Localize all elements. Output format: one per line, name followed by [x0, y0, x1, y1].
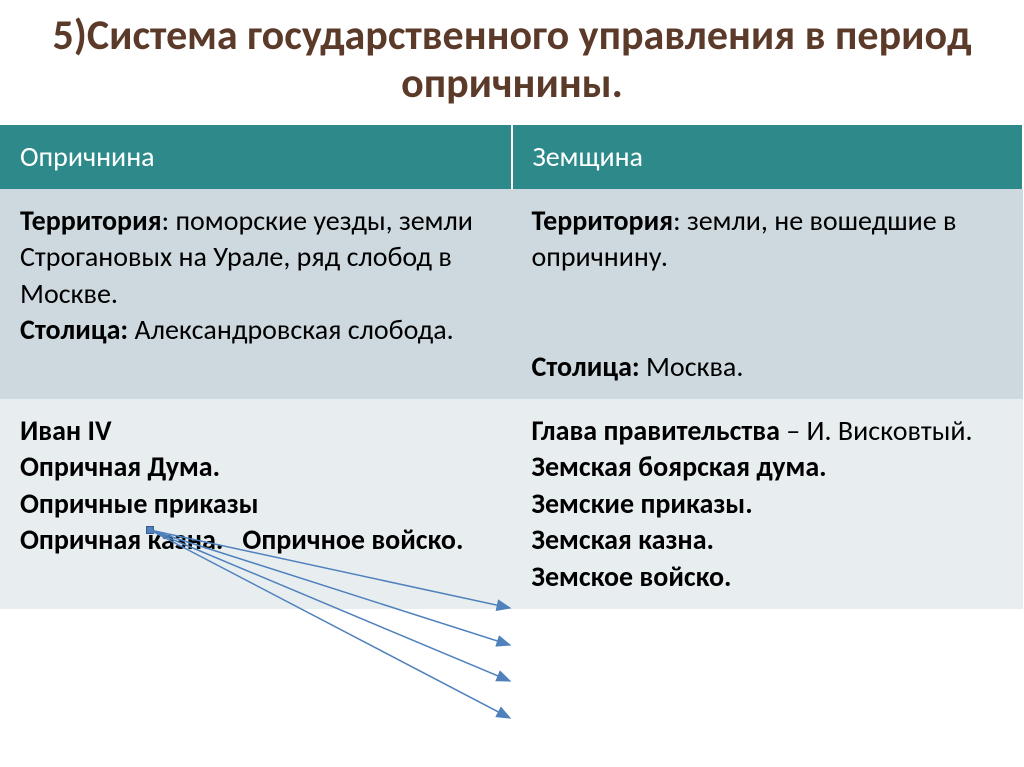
table-row-government: Иван IV Опричная Дума. Опричные приказы … [0, 399, 1023, 609]
gov-right-line1b: – И. Висковтый. [780, 413, 973, 448]
gov-left-line3: Опричные приказы [20, 486, 259, 521]
header-right: Земщина [512, 125, 1024, 189]
gov-right-line3: Земские приказы. [532, 486, 753, 521]
territory-label-left: Территория [20, 203, 162, 238]
capital-text-right: Москва. [640, 349, 744, 384]
gov-left-line4a: Опричная казна. [20, 522, 223, 557]
gov-left-line2: Опричная Дума. [20, 449, 220, 484]
gov-left-line1: Иван IV [20, 413, 112, 448]
gov-right-line2: Земская боярская дума. [532, 449, 827, 484]
header-left: Опричнина [0, 125, 512, 189]
capital-label-right: Столица: [532, 349, 640, 384]
cell-territory-right: Территория: земли, не вошедшие в опрични… [512, 189, 1024, 399]
capital-label-left: Столица: [20, 312, 128, 347]
gov-left-line4b: Опричное войско. [242, 522, 463, 557]
cell-gov-right: Глава правительства – И. Висковтый. Земс… [512, 399, 1024, 609]
capital-text-left: Александровская слобода. [128, 312, 454, 347]
slide-title: 5)Система государственного управления в … [0, 0, 1024, 125]
comparison-table: Опричнина Земщина Территория: поморские … [0, 125, 1024, 609]
cell-territory-left: Территория: поморские уезды, земли Строг… [0, 189, 512, 399]
gov-right-line5: Земское войско. [532, 559, 732, 594]
cell-gov-left: Иван IV Опричная Дума. Опричные приказы … [0, 399, 512, 609]
gov-right-line4: Земская казна. [532, 522, 715, 557]
origin-marker-icon [146, 526, 154, 534]
territory-label-right: Территория [532, 203, 674, 238]
table-row-territory: Территория: поморские уезды, земли Строг… [0, 189, 1023, 399]
gov-right-line1a: Глава правительства [532, 413, 780, 448]
table-header-row: Опричнина Земщина [0, 125, 1023, 189]
